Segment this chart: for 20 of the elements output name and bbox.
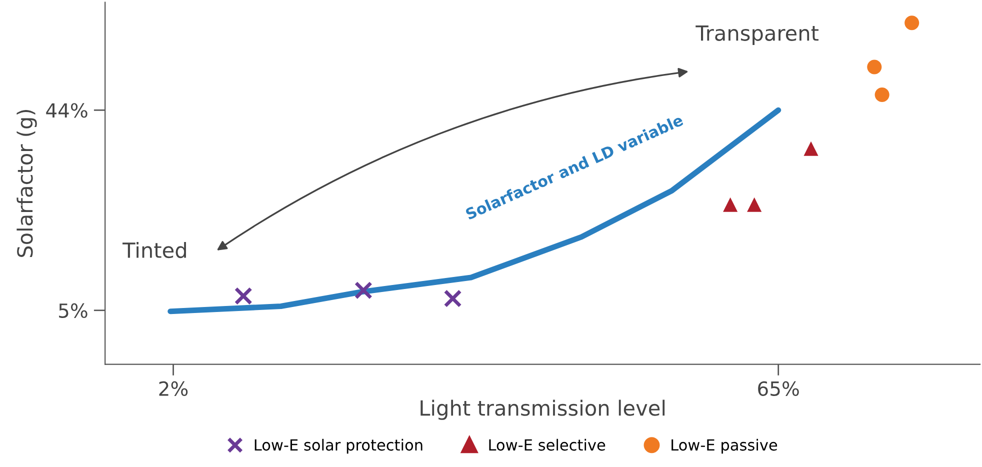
legend-label: Low-E passive xyxy=(672,438,778,454)
point xyxy=(747,197,762,212)
legend-label: Low-E selective xyxy=(489,438,606,451)
y-axis-title: Solarfactor (g) xyxy=(16,110,37,258)
point xyxy=(804,141,818,156)
y-tick-label: 44% xyxy=(46,103,88,118)
point xyxy=(234,286,252,305)
point xyxy=(904,16,920,30)
point xyxy=(874,87,890,102)
point xyxy=(354,281,372,300)
point xyxy=(867,60,882,74)
legend-label: Low-E solar protection xyxy=(254,438,422,454)
point xyxy=(444,290,462,308)
x-tick-label: 65% xyxy=(758,381,799,396)
annotation: Transparent xyxy=(696,25,818,45)
x-tick-label: 2% xyxy=(159,381,188,396)
y-tick-label: 5% xyxy=(59,303,88,318)
point xyxy=(723,197,738,212)
x-axis-title: Light transmission level xyxy=(420,400,665,420)
annotation: Tinted xyxy=(122,242,186,258)
